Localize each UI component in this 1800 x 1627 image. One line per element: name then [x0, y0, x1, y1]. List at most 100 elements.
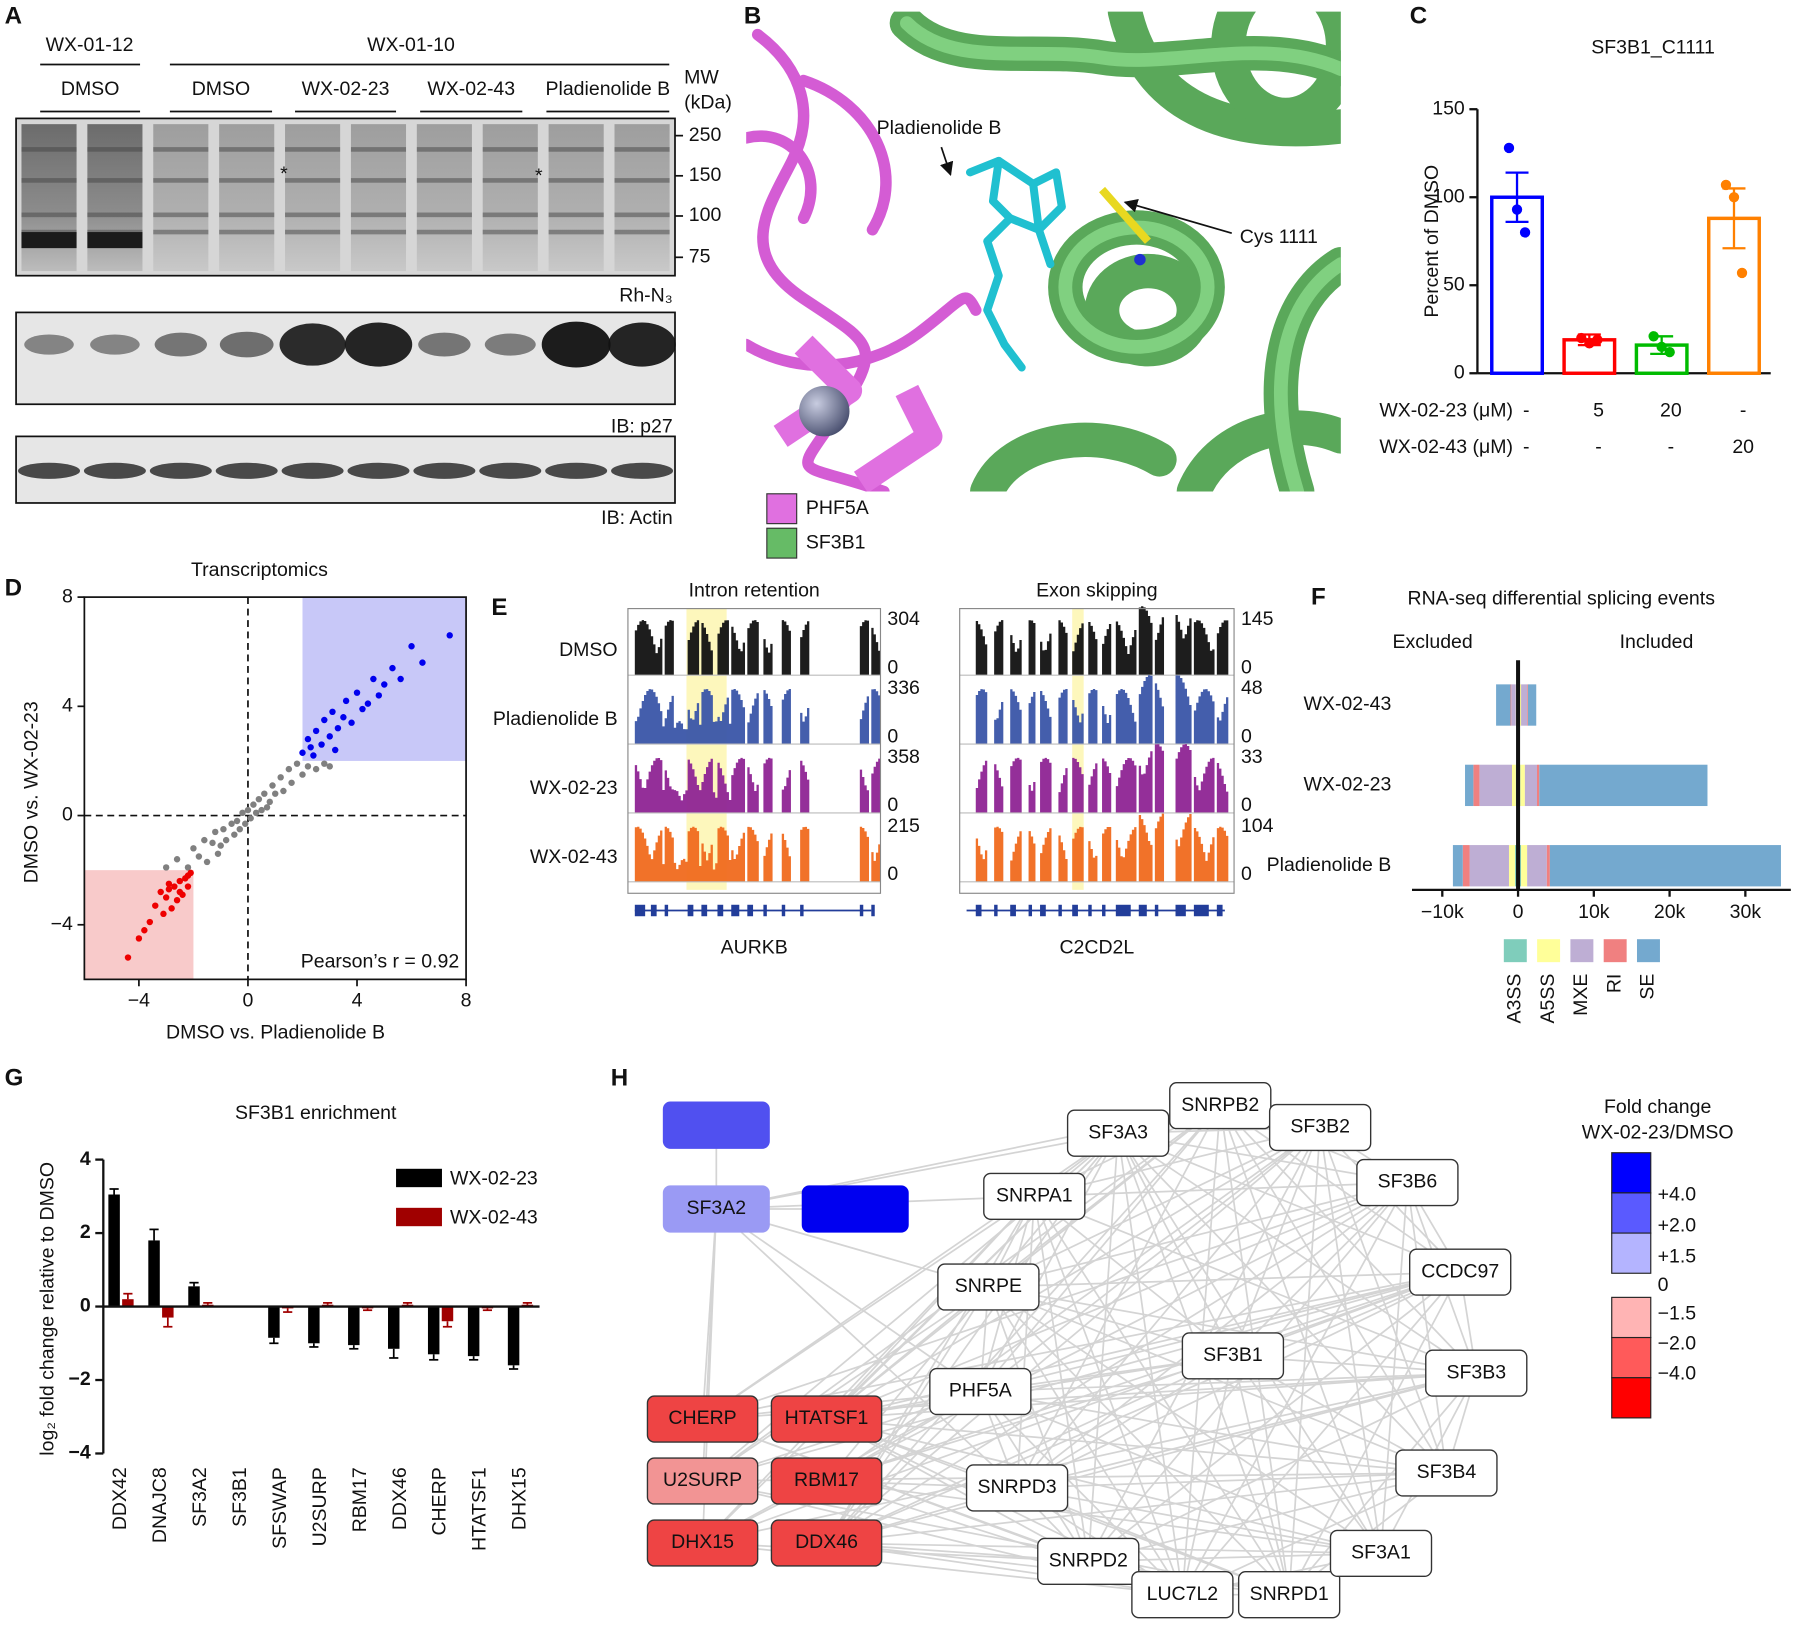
arrow — [1123, 199, 1233, 235]
bar — [268, 1306, 280, 1338]
exon — [1072, 904, 1078, 917]
network-node — [965, 1464, 1069, 1512]
bar-segment — [1511, 684, 1516, 726]
data-point — [318, 741, 325, 748]
data-point — [220, 825, 227, 833]
data-point — [307, 744, 314, 751]
bar — [108, 1194, 120, 1307]
node-label: SF3A2 — [687, 1197, 747, 1219]
coverage — [975, 744, 1229, 813]
coverage — [975, 606, 1229, 676]
band — [548, 212, 604, 218]
bar-segment — [1479, 764, 1512, 807]
legend-label: A5SS — [1537, 974, 1559, 1024]
exon — [975, 904, 982, 917]
band — [350, 229, 407, 235]
edge — [826, 1472, 1447, 1544]
coverage — [634, 826, 881, 882]
node-label: HTATSF1 — [785, 1407, 869, 1429]
side-label: Included — [1620, 631, 1694, 653]
y-tick-label: −2 — [68, 1368, 90, 1390]
bar — [441, 1306, 454, 1322]
data-point — [212, 828, 219, 836]
legend-swatch — [1611, 1296, 1652, 1339]
scale-max: 145 — [1241, 608, 1274, 630]
band — [153, 212, 209, 218]
edge — [702, 1181, 1408, 1420]
data-point — [326, 763, 333, 770]
band — [484, 333, 536, 356]
data-point — [184, 883, 192, 890]
band — [541, 321, 611, 368]
scale-min: 0 — [1241, 725, 1252, 747]
condition-value: - — [1668, 436, 1675, 458]
edge — [1117, 1133, 1184, 1595]
node-label: SNRPD1 — [1250, 1583, 1329, 1605]
data-point — [1664, 346, 1675, 358]
band — [548, 147, 604, 152]
lane-smear — [350, 124, 407, 272]
treatment-label: DMSO — [61, 78, 120, 100]
node-label: SF3B3 — [1446, 1361, 1506, 1383]
data-point — [353, 689, 361, 696]
exon — [1175, 904, 1186, 917]
data-point — [370, 675, 377, 683]
track-frame — [959, 608, 1235, 894]
data-point — [299, 749, 306, 756]
edge — [1088, 1472, 1447, 1563]
edge — [826, 1480, 1382, 1555]
exon — [1138, 904, 1147, 917]
scale-max: 215 — [887, 815, 920, 837]
network-node — [801, 1185, 909, 1233]
blot-label: Rh-N₃ — [619, 285, 672, 307]
coverage — [634, 688, 881, 745]
condition-value: - — [1595, 436, 1602, 458]
band — [149, 462, 212, 479]
exon — [859, 904, 864, 917]
plot-frame — [83, 596, 467, 981]
data-point — [263, 804, 271, 811]
data-point — [152, 902, 159, 909]
x-tick-label: DHX15 — [509, 1467, 531, 1530]
data-point — [173, 896, 181, 904]
data-point — [160, 910, 167, 918]
data-point — [250, 801, 257, 808]
network-node — [1329, 1529, 1433, 1578]
track-label: Pladienolide B — [493, 708, 618, 730]
band — [87, 178, 143, 183]
coverage — [634, 620, 881, 676]
legend-swatch — [1537, 939, 1561, 963]
coverage — [975, 813, 1229, 882]
network-node — [662, 1101, 770, 1149]
data-point — [285, 765, 293, 773]
chart-title: SF3B1 enrichment — [235, 1102, 397, 1124]
band — [219, 331, 274, 358]
category-label: Pladienolide B — [1267, 854, 1392, 876]
network-node — [770, 1519, 883, 1567]
mw-tick: 250 — [689, 124, 722, 146]
data-point — [1576, 332, 1587, 344]
side-label: Excluded — [1393, 631, 1473, 653]
edge — [1034, 1181, 1408, 1198]
data-point — [321, 716, 328, 724]
node-label: CHERP — [668, 1407, 736, 1429]
bar — [348, 1306, 360, 1346]
lane-smear — [153, 124, 209, 272]
data-point — [389, 664, 396, 672]
data-point — [1503, 142, 1515, 154]
axis-title: DMSO vs. WX-02-23 — [20, 701, 42, 883]
data-point — [397, 675, 404, 683]
edge — [1117, 1132, 1448, 1474]
y-tick-label: 150 — [1432, 97, 1465, 119]
panel-label: G — [5, 1065, 24, 1092]
edge — [825, 1126, 1321, 1544]
data-point — [261, 790, 268, 797]
panel-label: E — [491, 594, 507, 621]
track-frame — [627, 608, 882, 894]
data-point — [236, 825, 243, 833]
edge — [1406, 1182, 1448, 1474]
treatment-label: WX-02-23 — [302, 78, 390, 100]
exon — [664, 904, 669, 917]
network-node — [770, 1457, 883, 1505]
